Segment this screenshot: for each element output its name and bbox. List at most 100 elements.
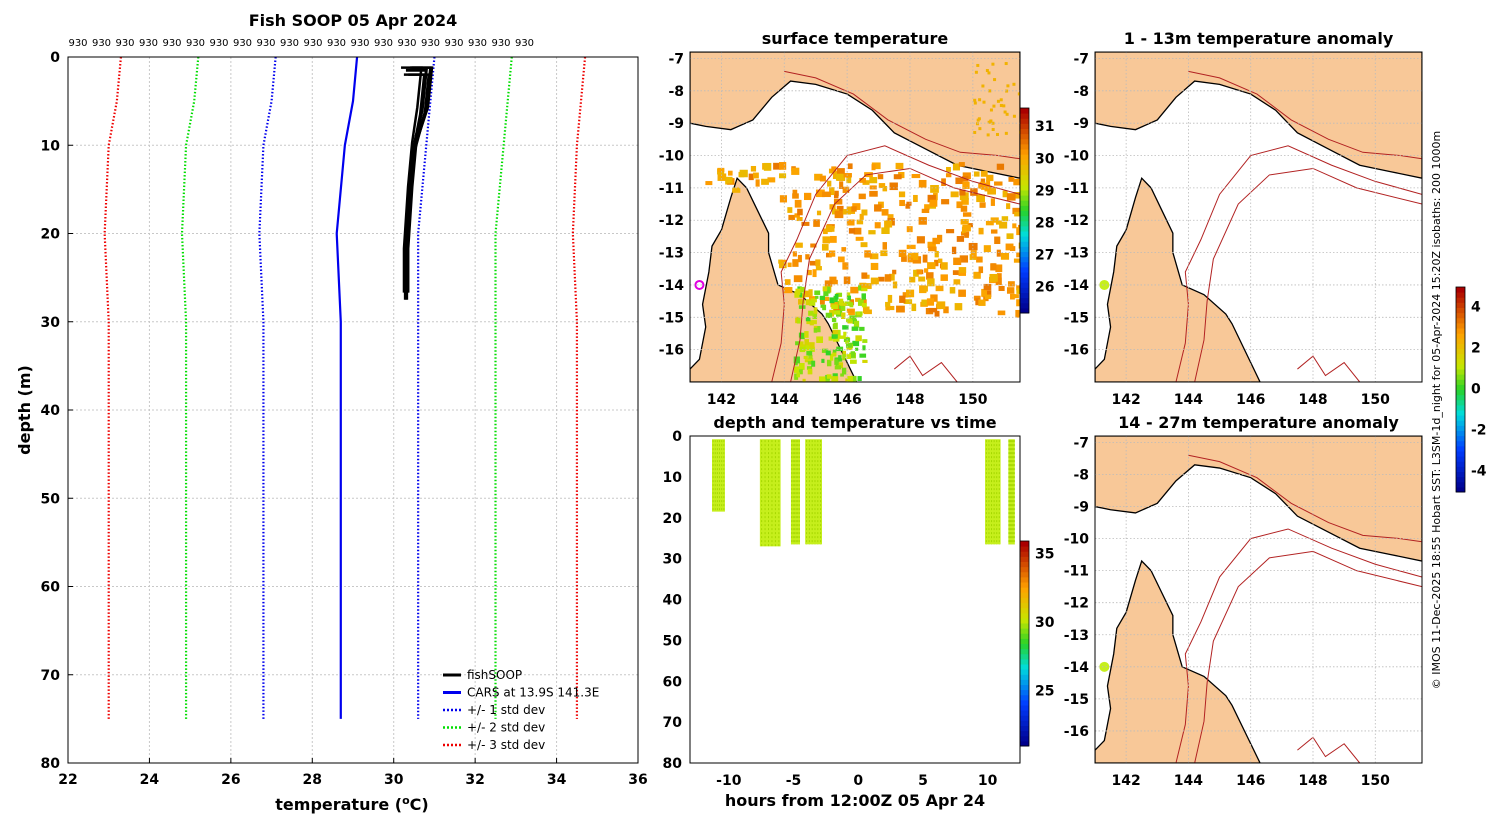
top-label: 930	[209, 38, 228, 49]
map-y-tick-label: -7	[1073, 51, 1089, 67]
sst-pixel	[851, 375, 857, 382]
colorbar-segment	[1020, 215, 1029, 222]
sst-pixel	[803, 290, 812, 298]
sst-pixel	[960, 219, 969, 225]
top-label: 930	[397, 38, 416, 49]
colorbar-segment	[1020, 699, 1029, 706]
sst-pixel	[836, 346, 844, 352]
colorbar-segment	[1020, 256, 1029, 263]
sst-pixel	[982, 100, 986, 104]
colorbar-frame	[1455, 286, 1466, 493]
map-y-tick-label: -14	[1064, 278, 1090, 294]
sst-pixel	[985, 294, 992, 300]
sst-pixel	[958, 267, 967, 273]
sst-pixel	[978, 227, 984, 235]
sst-pixel	[976, 256, 983, 263]
sst-pixel	[901, 255, 907, 262]
map-y-tick-label: -13	[1064, 246, 1089, 262]
colorbar-segment	[1456, 466, 1465, 472]
legend-label: +/- 3 std dev	[467, 738, 545, 752]
sst-pixel	[995, 277, 1002, 286]
top-label: 930	[115, 38, 134, 49]
sst-pixel	[808, 310, 814, 316]
sst-pixel	[857, 299, 864, 306]
sst-pixel	[809, 320, 814, 326]
sst-pixel	[831, 208, 836, 215]
colorbar-segment	[1456, 451, 1465, 457]
colorbar-segment	[1020, 231, 1029, 237]
colorbar-segment	[1020, 653, 1029, 660]
sst-pixel	[884, 220, 893, 228]
sst-pixel	[1007, 281, 1015, 287]
sst-pixel	[1013, 258, 1020, 263]
y-tick-label: 20	[41, 227, 61, 243]
sst-pixel	[949, 287, 956, 294]
sst-pixel	[795, 288, 801, 295]
colorbar-segment	[1020, 246, 1029, 252]
isobath-line	[1297, 355, 1361, 382]
colorbar-segment	[1020, 597, 1029, 603]
series-line	[494, 56, 513, 719]
sst-pixel	[836, 168, 845, 174]
colorbar-segment	[1020, 576, 1029, 583]
sst-pixel	[1018, 242, 1020, 249]
sst-pixel	[829, 187, 835, 196]
sst-pixel	[763, 162, 772, 171]
sst-pixel	[778, 261, 787, 269]
sst-pixel	[862, 359, 868, 363]
fishsoop-cast-line	[406, 66, 432, 293]
sst-pixel	[847, 376, 853, 382]
sst-pixel	[847, 295, 852, 301]
map-y-tick-label: -11	[1064, 181, 1089, 197]
time-y-tick-label: 80	[663, 756, 683, 772]
sst-pixel	[970, 188, 978, 196]
sst-pixel	[882, 242, 887, 250]
sst-pixel	[815, 266, 822, 271]
colorbar-segment	[1020, 740, 1029, 747]
y-tick-label: 70	[41, 668, 61, 684]
sst-pixel	[986, 133, 990, 137]
time-y-tick-label: 30	[663, 552, 683, 568]
anomaly-marker	[1099, 279, 1110, 290]
sst-pixel	[814, 290, 821, 295]
legend-label: +/- 2 std dev	[467, 721, 545, 735]
sst-pixel	[862, 345, 866, 351]
colorbar-segment	[1020, 118, 1029, 124]
sst-pixel	[864, 250, 871, 258]
sst-pixel	[831, 317, 837, 323]
sst-pixel	[1006, 203, 1011, 210]
sst-pixel	[889, 273, 895, 281]
map-title: surface temperature	[762, 29, 949, 48]
sst-pixel	[855, 347, 859, 351]
credit-text: © IMOS 11-Dec-2025 18:55 Hobart SST: L3S…	[1430, 131, 1443, 689]
sst-pixel	[841, 312, 846, 320]
sst-pixel	[814, 173, 823, 181]
sst-pixel	[783, 287, 793, 294]
sst-pixel	[905, 203, 911, 209]
sst-pixel	[861, 293, 866, 300]
sst-pixel	[839, 335, 846, 339]
sst-pixel	[842, 354, 846, 361]
top-label: 930	[186, 38, 205, 49]
sst-pixel	[887, 214, 894, 222]
sst-pixel	[1006, 193, 1016, 201]
sst-pixel	[958, 162, 965, 167]
colorbar-segment	[1020, 210, 1029, 217]
sst-pixel	[825, 252, 832, 258]
colorbar-segment	[1020, 261, 1029, 268]
sst-pixel	[908, 253, 916, 258]
sst-pixel	[952, 163, 961, 171]
sst-pixel	[808, 355, 813, 359]
sst-pixel	[832, 349, 837, 353]
colorbar-segment	[1456, 456, 1465, 462]
colorbar-segment	[1020, 638, 1029, 644]
time-x-tick-label: 0	[853, 773, 863, 789]
sst-pixel	[1006, 233, 1014, 240]
sst-pixel	[898, 191, 906, 198]
sst-pixel	[1016, 227, 1020, 236]
sst-pixel	[799, 341, 804, 345]
sst-pixel	[805, 254, 810, 260]
sst-pixel	[807, 361, 815, 365]
sst-pixel	[878, 183, 886, 188]
sst-pixel	[961, 198, 969, 205]
